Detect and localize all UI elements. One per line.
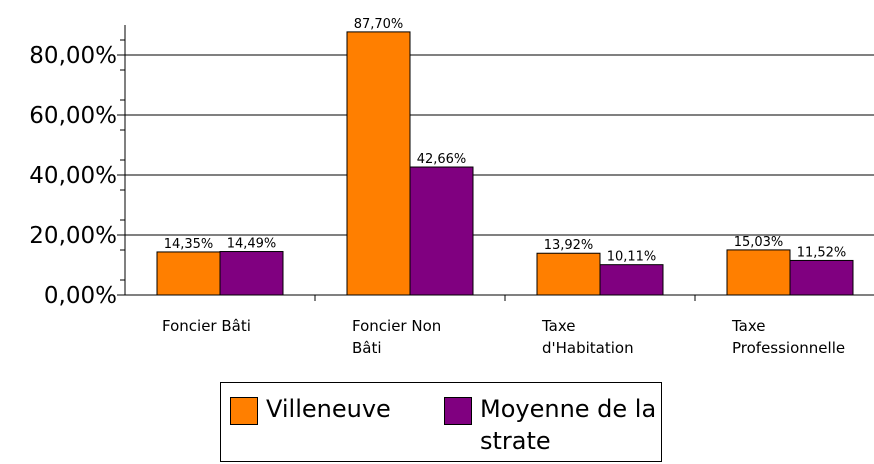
bar [726,249,791,296]
value-label: 42,66% [417,152,467,167]
x-tick-label: Taxe Professionnelle [732,317,846,357]
bar [409,166,474,296]
value-label: 14,35% [164,237,214,252]
value-label: 14,49% [227,237,277,252]
bar [156,251,221,296]
chart: 0,00% 20,00% 40,00% 60,00% 80,00% 14,35% 14,49… [29,17,874,309]
value-label: 87,70% [354,17,404,32]
y-tick-label: 60,00% [29,103,117,129]
value-label: 10,11% [607,250,657,265]
y-tick-label: 20,00% [29,223,117,249]
bar [599,264,664,296]
legend-swatch [444,397,472,425]
value-label: 15,03% [734,235,784,250]
bar [789,259,854,296]
legend-swatch [230,397,258,425]
y-tick-label: 80,00% [29,43,117,69]
bar [346,31,411,296]
value-label: 13,92% [544,238,594,253]
x-tick-label: Foncier Bâti [162,317,251,335]
bar [219,251,284,296]
legend-label: Villeneuve [266,395,391,423]
legend: Villeneuve Moyenne de la strate [220,382,662,462]
x-tick-label: Foncier Non Bâti [352,317,442,357]
y-tick-label: 40,00% [29,163,117,189]
x-tick-label: Taxe d'Habitation [542,317,634,357]
bar [536,252,601,296]
y-tick-label: 0,00% [44,283,117,309]
value-label: 11,52% [797,245,847,260]
legend-label: Moyenne de la strate [480,395,657,455]
